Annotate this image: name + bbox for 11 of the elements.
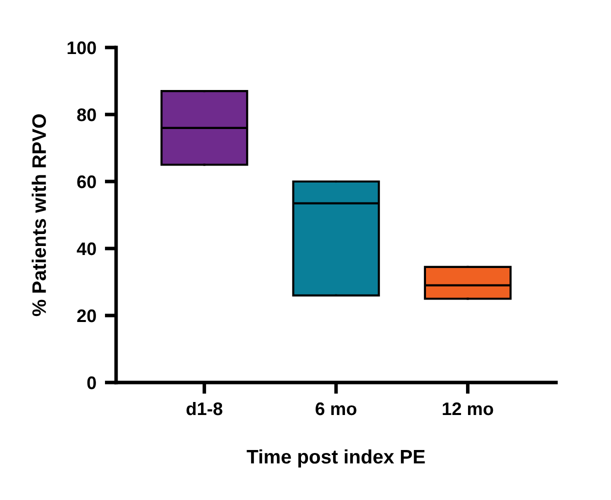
x-tick-label: 12 mo <box>442 402 494 416</box>
y-axis-title: % Patients with RPVO <box>32 114 46 316</box>
y-tick-label: 0 <box>87 376 96 390</box>
x-tick-label: d1-8 <box>186 402 222 416</box>
y-tick-label: 100 <box>68 41 96 54</box>
y-tick-label: 80 <box>77 108 96 122</box>
y-tick-label: 20 <box>77 309 96 322</box>
y-tick-label: 40 <box>76 242 96 256</box>
x-axis-title: Time post index PE <box>246 449 425 468</box>
y-tick-label: 60 <box>77 175 96 188</box>
x-tick-label: 6 mo <box>316 402 356 416</box>
